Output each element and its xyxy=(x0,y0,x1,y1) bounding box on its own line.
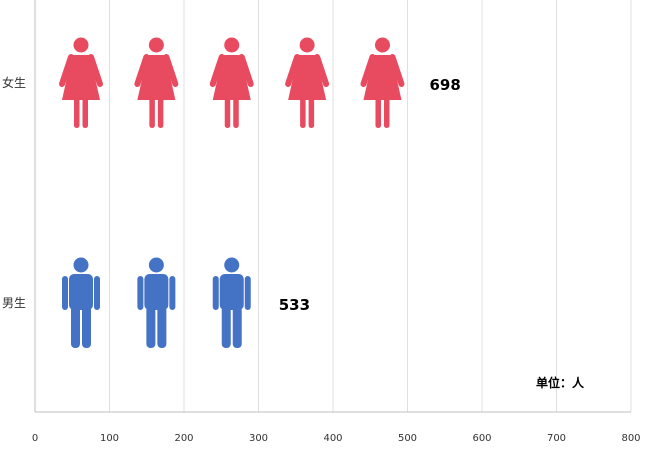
x-tick-label: 0 xyxy=(32,433,38,444)
female-person-icon xyxy=(209,37,254,128)
female-person-icon xyxy=(360,37,405,128)
unit-note: 单位：人 xyxy=(536,375,585,390)
category-label: 男生 xyxy=(2,296,26,310)
x-tick-label: 200 xyxy=(174,433,193,444)
female-person-icon xyxy=(285,37,330,128)
gridlines xyxy=(109,0,632,412)
x-tick-label: 300 xyxy=(249,433,268,444)
x-tick-label: 100 xyxy=(100,433,119,444)
x-tick-label: 700 xyxy=(547,433,566,444)
icon-marks xyxy=(59,37,405,348)
value-label: 533 xyxy=(279,296,310,314)
x-tick-label: 600 xyxy=(472,433,491,444)
female-person-icon xyxy=(134,37,179,128)
category-label: 女生 xyxy=(2,75,26,90)
male-person-icon xyxy=(212,257,251,348)
axes xyxy=(34,0,631,413)
x-tick-label: 500 xyxy=(398,433,417,444)
male-person-icon xyxy=(62,257,100,348)
labels: 0 100 200 300 400 500 600 700 800 女生 698 男生 533 xyxy=(2,75,641,444)
x-tick-label: 400 xyxy=(323,433,342,444)
x-tick-label: 800 xyxy=(621,433,640,444)
value-label: 698 xyxy=(429,76,460,94)
male-person-icon xyxy=(137,257,176,348)
female-person-icon xyxy=(59,37,103,128)
